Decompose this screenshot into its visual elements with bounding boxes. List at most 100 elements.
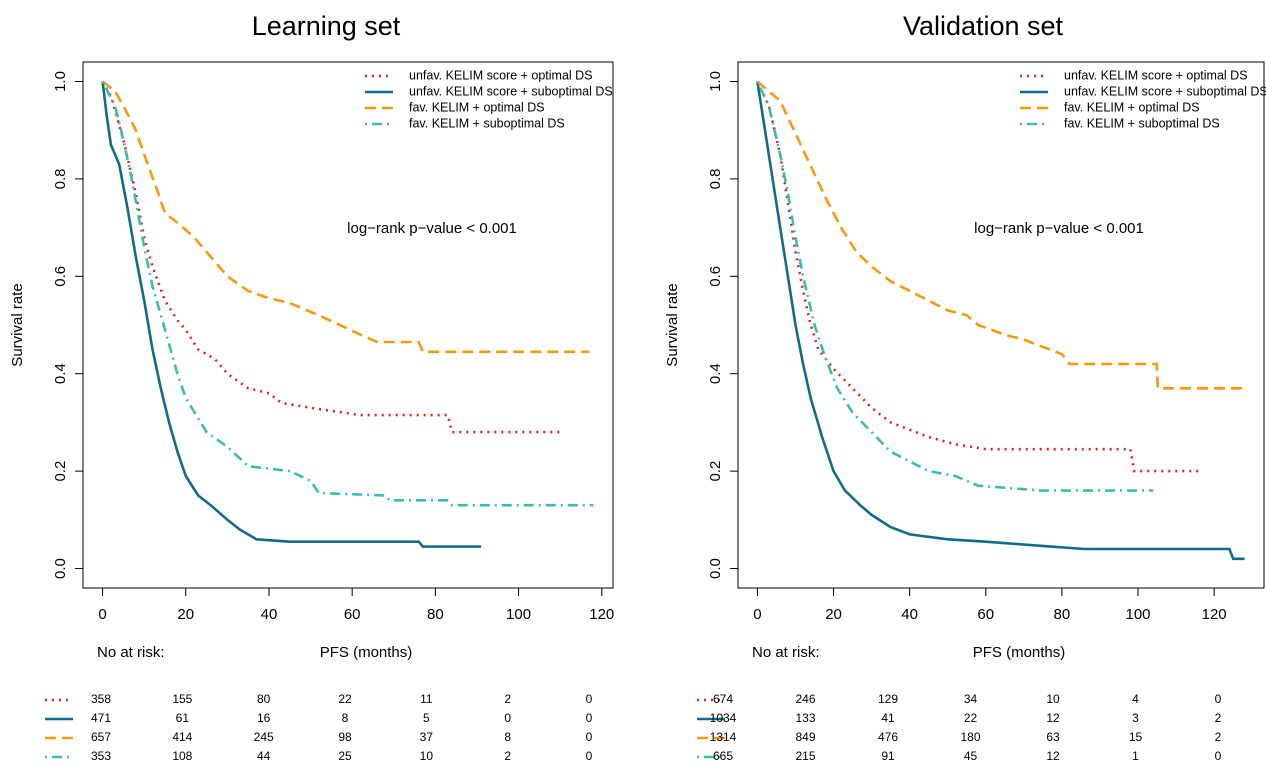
x-tick-label: 80: [427, 606, 444, 623]
risk-count: 358: [91, 692, 111, 706]
legend-label: fav. KELIM + optimal DS: [1064, 100, 1200, 114]
annotation: log−rank p−value < 0.001: [347, 220, 517, 237]
risk-count: 1314: [710, 730, 737, 744]
risk-count: 80: [257, 692, 271, 706]
legend-label: fav. KELIM + optimal DS: [409, 100, 545, 114]
risk-count: 16: [257, 711, 271, 725]
risk-count: 246: [795, 692, 815, 706]
x-axis-label: PFS (months): [320, 644, 413, 661]
y-tick-label: 0.4: [52, 363, 69, 384]
risk-count: 215: [795, 749, 815, 763]
risk-count: 25: [338, 749, 352, 763]
x-tick-label: 40: [901, 606, 918, 623]
x-tick-label: 120: [589, 606, 614, 623]
y-tick-label: 0.2: [707, 461, 724, 482]
survival-curve: [101, 81, 482, 548]
risk-count: 0: [586, 730, 593, 744]
risk-count: 41: [881, 711, 895, 725]
y-tick-label: 0.4: [707, 363, 724, 384]
legend-label: unfav. KELIM score + optimal DS: [409, 68, 593, 82]
risk-count: 3: [1132, 711, 1139, 725]
y-axis-label: Survival rate: [9, 283, 26, 366]
x-tick-label: 40: [261, 606, 278, 623]
risk-count: 0: [586, 749, 593, 763]
risk-count: 5: [423, 711, 430, 725]
y-tick-label: 0.8: [52, 168, 69, 189]
risk-count: 63: [1046, 730, 1060, 744]
risk-count: 15: [1129, 730, 1143, 744]
x-tick-label: 0: [98, 606, 106, 623]
x-tick-label: 80: [1054, 606, 1071, 623]
risk-count: 0: [586, 711, 593, 725]
chart-title: Learning set: [252, 11, 401, 41]
x-tick-label: 120: [1202, 606, 1227, 623]
risk-count: 657: [91, 730, 111, 744]
risk-count: 1: [1132, 749, 1139, 763]
risk-count: 37: [420, 730, 434, 744]
risk-count: 674: [713, 692, 733, 706]
risk-count: 8: [342, 711, 349, 725]
risk-count: 22: [338, 692, 352, 706]
x-tick-label: 60: [344, 606, 361, 623]
risk-count: 353: [91, 749, 111, 763]
risk-count: 2: [1215, 730, 1222, 744]
risk-count: 11: [420, 692, 433, 706]
y-tick-label: 1.0: [707, 71, 724, 92]
risk-count: 22: [964, 711, 978, 725]
x-tick-label: 100: [506, 606, 531, 623]
x-tick-label: 100: [1126, 606, 1151, 623]
risk-count: 2: [504, 692, 511, 706]
survival-curve: [756, 81, 1245, 561]
x-tick-label: 20: [177, 606, 194, 623]
plot-frame: [82, 61, 614, 589]
risk-count: 414: [172, 730, 192, 744]
y-tick-label: 0.8: [707, 168, 724, 189]
risk-count: 2: [504, 749, 511, 763]
risk-count: 476: [878, 730, 898, 744]
risk-count: 0: [504, 711, 511, 725]
y-tick-label: 0.2: [52, 461, 69, 482]
y-tick-label: 0.0: [52, 558, 69, 579]
risk-count: 12: [1046, 749, 1060, 763]
risk-count: 44: [257, 749, 271, 763]
y-tick-label: 0.0: [707, 558, 724, 579]
legend-label: fav. KELIM + suboptimal DS: [1064, 116, 1220, 130]
annotation: log−rank p−value < 0.001: [974, 220, 1144, 237]
legend-label: unfav. KELIM score + suboptimal DS: [1064, 84, 1266, 98]
risk-count: 471: [91, 711, 111, 725]
x-tick-label: 20: [825, 606, 842, 623]
risk-count: 12: [1046, 711, 1060, 725]
legend-label: fav. KELIM + suboptimal DS: [409, 116, 565, 130]
risk-count: 0: [586, 692, 593, 706]
survival-curve: [101, 80, 561, 434]
survival-curve: [756, 80, 1199, 473]
survival-curve: [756, 80, 1154, 492]
legend-label: unfav. KELIM score + optimal DS: [1064, 68, 1248, 82]
y-tick-label: 0.6: [52, 266, 69, 287]
y-tick-label: 1.0: [52, 71, 69, 92]
risk-count: 45: [964, 749, 978, 763]
risk-count: 1034: [710, 711, 737, 725]
risk-count: 155: [172, 692, 192, 706]
risk-count: 665: [713, 749, 733, 763]
x-tick-label: 60: [977, 606, 994, 623]
risk-count: 108: [172, 749, 192, 763]
risk-count: 8: [504, 730, 511, 744]
legend-label: unfav. KELIM score + suboptimal DS: [409, 84, 613, 98]
risk-table-label: No at risk:: [97, 644, 165, 661]
risk-count: 98: [338, 730, 352, 744]
y-axis-label: Survival rate: [664, 283, 681, 366]
y-tick-label: 0.6: [707, 266, 724, 287]
risk-count: 245: [254, 730, 274, 744]
risk-count: 34: [964, 692, 978, 706]
x-axis-label: PFS (months): [973, 644, 1066, 661]
risk-count: 61: [176, 711, 190, 725]
risk-count: 4: [1132, 692, 1139, 706]
risk-count: 133: [795, 711, 815, 725]
x-tick-label: 0: [753, 606, 761, 623]
survival-curve: [101, 80, 594, 507]
chart-title: Validation set: [903, 11, 1064, 41]
risk-count: 2: [1215, 711, 1222, 725]
